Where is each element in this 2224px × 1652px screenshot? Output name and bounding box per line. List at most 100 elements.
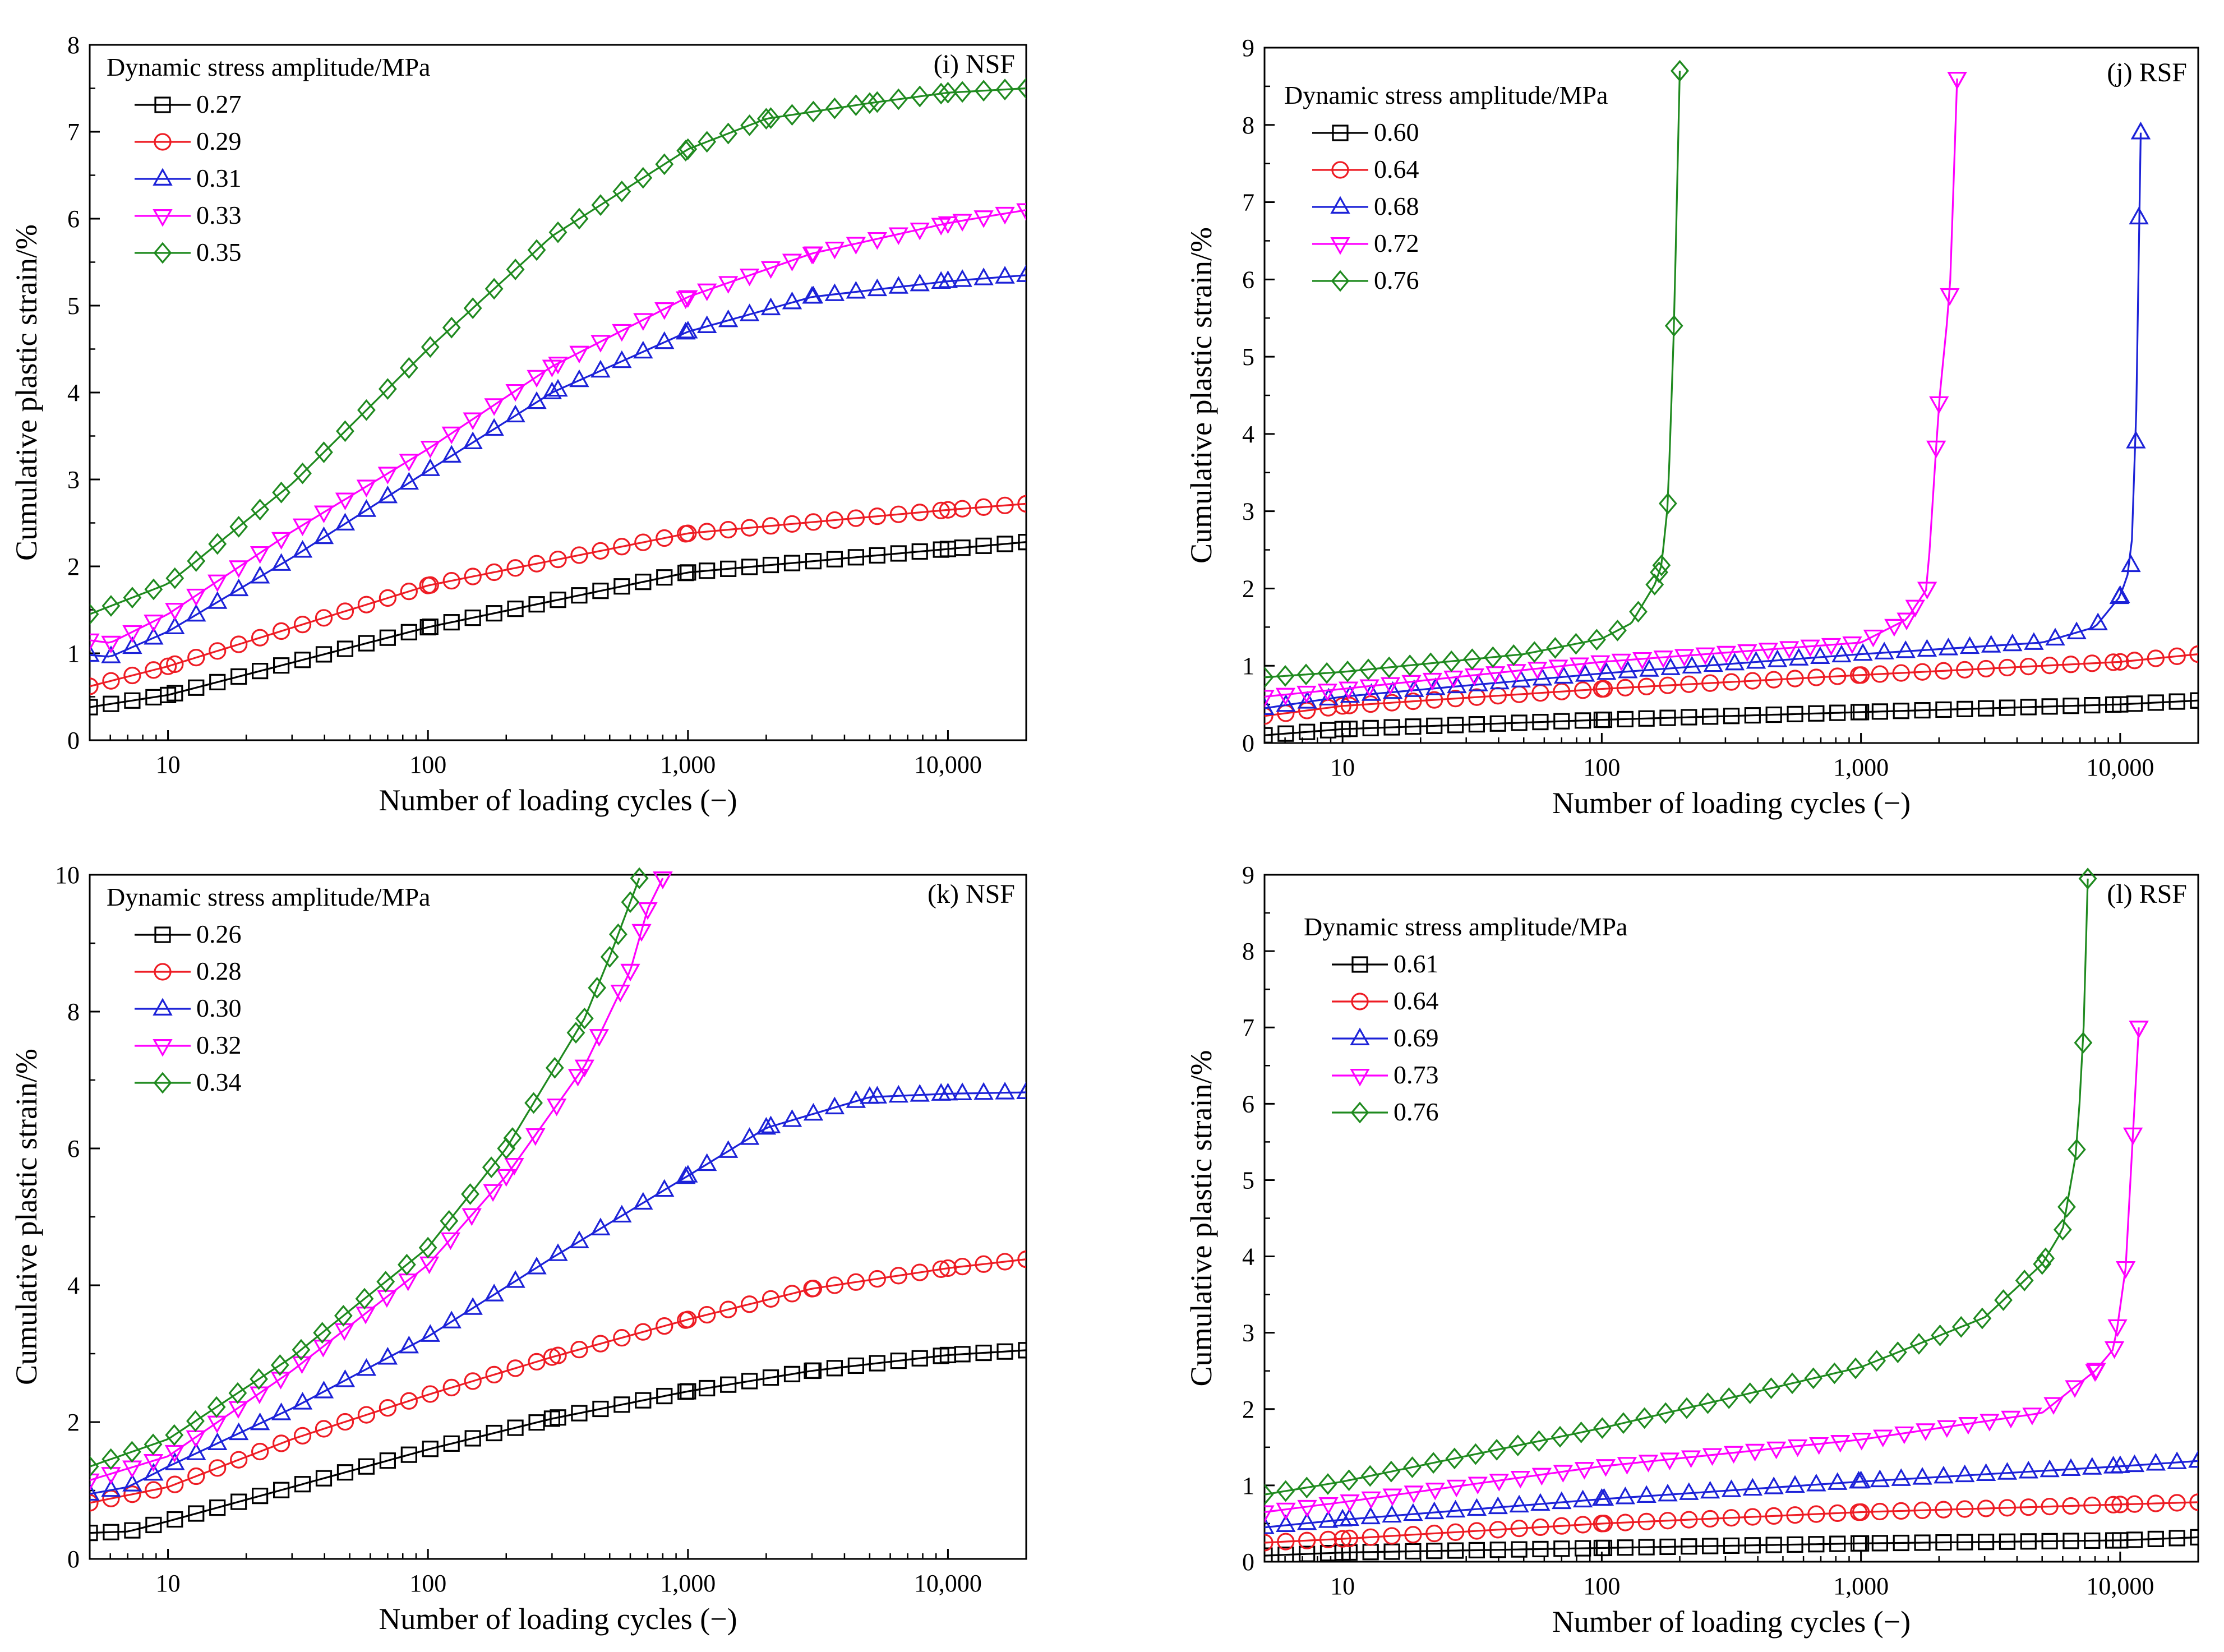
data-point	[251, 1442, 269, 1461]
data-point	[355, 1288, 374, 1310]
data-point	[1895, 640, 1916, 658]
data-point	[1593, 712, 1610, 728]
data-point	[421, 336, 440, 358]
data-point	[1362, 695, 1379, 713]
data-point	[358, 635, 375, 652]
data-point	[159, 686, 177, 704]
data-point	[1296, 1512, 1317, 1530]
data-point	[676, 291, 696, 310]
series-0.32	[90, 871, 673, 1492]
data-point	[1914, 702, 1931, 719]
data-point	[2168, 647, 2186, 665]
data-point	[1741, 1382, 1760, 1404]
data-point	[1947, 72, 1967, 90]
data-point	[2147, 694, 2164, 711]
data-point	[938, 270, 958, 288]
data-point	[1829, 1504, 1847, 1522]
data-point	[187, 648, 205, 667]
data-point	[2168, 693, 2185, 710]
data-point	[1719, 1387, 1738, 1409]
data-point	[1977, 659, 1995, 678]
data-point	[1616, 679, 1634, 696]
data-point	[1424, 1501, 1445, 1520]
legend-marker	[1331, 161, 1349, 179]
data-point	[1265, 1505, 1275, 1524]
data-point	[418, 1236, 437, 1259]
series-0.34	[90, 867, 649, 1478]
data-point	[1425, 1482, 1445, 1501]
data-point	[1525, 641, 1544, 663]
series-line	[90, 1091, 1026, 1495]
data-point	[101, 1479, 121, 1497]
data-point	[1318, 1510, 1339, 1528]
data-point	[528, 555, 546, 573]
data-point	[441, 1310, 462, 1328]
data-point	[1489, 1542, 1506, 1558]
data-point	[399, 1335, 419, 1354]
data-point	[847, 509, 865, 527]
data-point	[1340, 1469, 1358, 1492]
data-point	[890, 545, 907, 562]
data-point	[1884, 619, 1904, 637]
data-point	[888, 276, 908, 294]
data-point	[740, 114, 759, 136]
data-point	[294, 1476, 311, 1493]
data-point	[1593, 1417, 1612, 1439]
data-point	[1998, 1499, 2017, 1517]
data-point	[1779, 641, 1799, 659]
data-point	[825, 97, 844, 119]
data-point	[1767, 649, 1788, 667]
series-0.72	[1265, 72, 1967, 708]
data-point	[1762, 1377, 1780, 1400]
data-point	[1892, 664, 1910, 682]
data-point	[678, 320, 698, 339]
data-point	[1545, 637, 1565, 659]
data-point	[1425, 691, 1443, 709]
data-point	[2104, 653, 2123, 671]
chart-panel-4: 0 1 2 3 4 5 6 7 8 9 10 100 1,000 10,000 Number of load…	[1184, 861, 2199, 1639]
data-point	[461, 1183, 479, 1205]
data-point	[442, 1378, 460, 1397]
data-point	[101, 645, 121, 663]
data-point	[293, 1427, 312, 1445]
data-point	[783, 515, 801, 533]
data-point	[1403, 1503, 1423, 1521]
data-point	[377, 485, 398, 504]
data-point	[419, 1256, 440, 1275]
data-point	[1852, 1503, 1870, 1521]
data-point	[654, 302, 675, 320]
data-point	[2020, 1533, 2037, 1550]
data-point	[186, 603, 206, 622]
data-point	[1510, 1519, 1528, 1538]
series-line	[90, 274, 1026, 658]
data-point	[613, 1329, 631, 1347]
data-point	[230, 668, 247, 685]
data-point	[1871, 1502, 1889, 1521]
y-tick-label: 1	[1242, 1472, 1254, 1499]
data-point	[251, 629, 269, 647]
data-point	[525, 1128, 546, 1146]
data-point	[441, 445, 462, 463]
data-point	[145, 1516, 162, 1534]
data-point	[336, 602, 354, 620]
data-point	[1981, 635, 2001, 653]
data-point	[1359, 679, 1379, 698]
data-point	[803, 1102, 824, 1121]
x-axis-label: Number of loading cycles (−)	[1552, 786, 1911, 820]
data-point	[939, 1259, 957, 1277]
data-point	[634, 1323, 652, 1341]
data-point	[634, 167, 653, 189]
data-point	[825, 511, 844, 529]
data-point	[803, 1280, 821, 1298]
data-point	[1466, 1498, 1487, 1516]
data-point	[953, 1257, 971, 1276]
data-point	[570, 207, 589, 230]
data-point	[655, 153, 674, 176]
data-point	[739, 269, 760, 287]
data-point	[1319, 1530, 1337, 1549]
data-point	[207, 574, 228, 593]
data-point	[228, 578, 249, 597]
data-point	[1677, 1397, 1696, 1419]
data-point	[592, 1400, 609, 1418]
data-point	[1931, 1324, 1949, 1346]
